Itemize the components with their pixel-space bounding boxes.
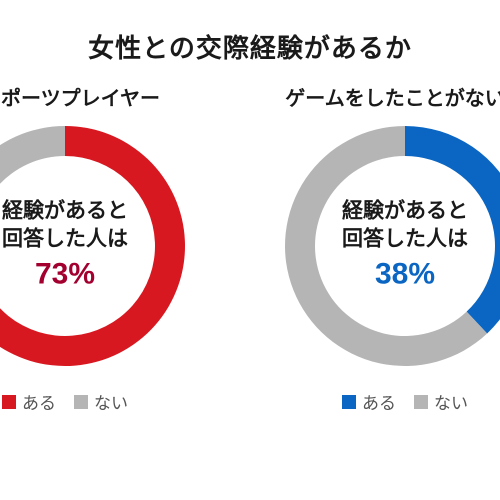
donut-chart: 経験があると 回答した人は 73% xyxy=(0,121,190,371)
chart-col-left: eスポーツプレイヤー 経験があると 回答した人は 73% ある ない xyxy=(0,82,220,414)
donut-center-label: 経験があると 回答した人は 73% xyxy=(2,197,128,294)
page-title: 女性との交際経験があるか xyxy=(0,0,500,65)
legend: ある ない xyxy=(2,389,128,414)
legend-item: ある xyxy=(342,389,396,414)
legend-swatch xyxy=(74,395,88,409)
legend-item: ある xyxy=(2,389,56,414)
center-pct: 38% xyxy=(342,254,468,295)
legend-swatch xyxy=(2,395,16,409)
legend-label: ない xyxy=(94,389,128,414)
center-line-2: 回答した人は xyxy=(342,226,468,254)
chart-col-right: ゲームをしたことがない人 経験があると 回答した人は 38% ある ない xyxy=(250,82,500,414)
legend-item: ない xyxy=(74,389,128,414)
center-line-1: 経験があると xyxy=(342,197,468,225)
charts-row: eスポーツプレイヤー 経験があると 回答した人は 73% ある ない ゲームをし… xyxy=(0,82,500,414)
legend-swatch xyxy=(414,395,428,409)
center-line-1: 経験があると xyxy=(2,197,128,225)
donut-center-label: 経験があると 回答した人は 38% xyxy=(342,197,468,294)
center-line-2: 回答した人は xyxy=(2,226,128,254)
center-pct: 73% xyxy=(2,254,128,295)
chart-subtitle: ゲームをしたことがない人 xyxy=(285,82,500,111)
chart-subtitle: eスポーツプレイヤー xyxy=(0,82,160,111)
donut-chart: 経験があると 回答した人は 38% xyxy=(280,121,500,371)
legend-item: ない xyxy=(414,389,468,414)
legend-label: ある xyxy=(22,389,56,414)
legend-label: ない xyxy=(434,389,468,414)
legend: ある ない xyxy=(342,389,468,414)
legend-swatch xyxy=(342,395,356,409)
legend-label: ある xyxy=(362,389,396,414)
